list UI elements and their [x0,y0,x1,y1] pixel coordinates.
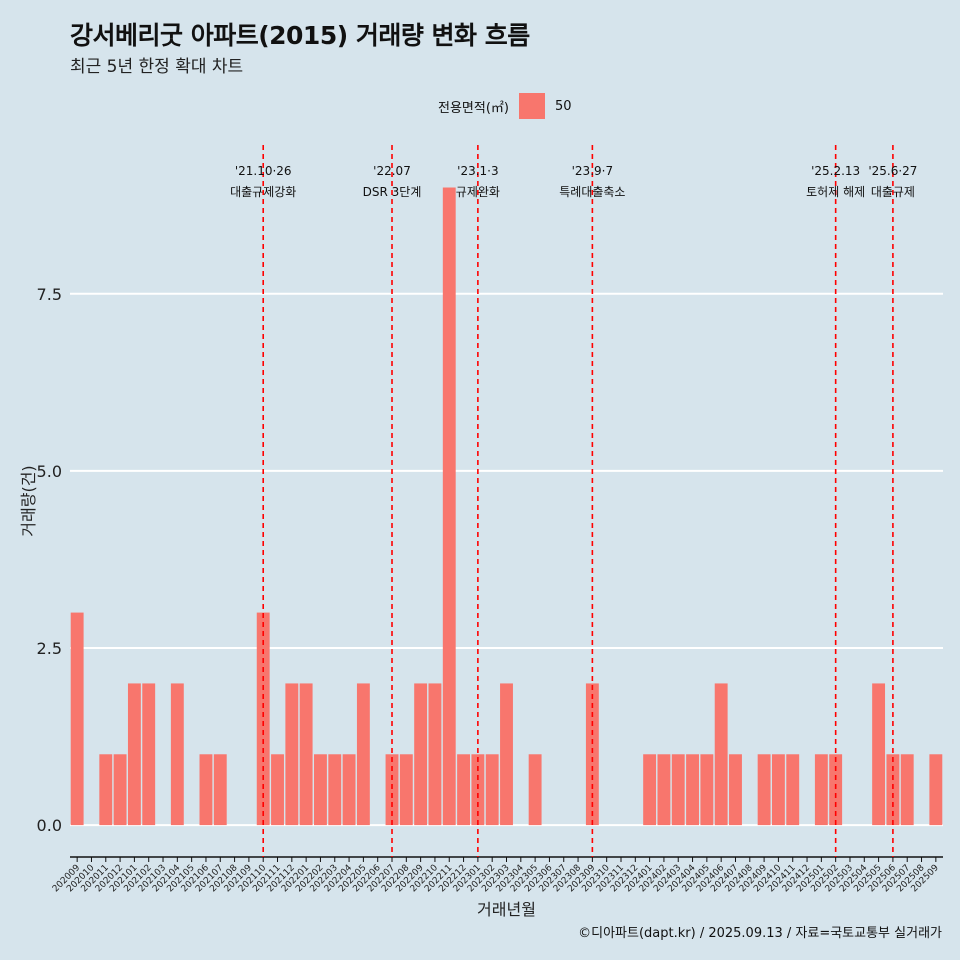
event-date-label: '25.6·27 [868,164,917,178]
event-date-label: '21.10·26 [235,164,292,178]
event-date-label: '25.2.13 [811,164,860,178]
legend-title: 전용면적(㎡) [438,100,509,116]
bar [299,683,313,826]
bar [457,754,471,826]
bar [414,683,428,826]
bar [99,754,113,826]
bar [643,754,657,826]
bar [256,612,270,826]
bar [700,754,714,826]
y-tick-label: 5.0 [37,462,62,481]
bar [385,754,399,826]
event-name-label: 특례대출축소 [559,185,625,199]
y-axis-title: 거래량(건) [19,465,38,536]
bar [686,754,699,826]
y-tick-label: 7.5 [37,285,62,304]
bar [585,683,599,826]
bar [872,683,886,826]
bar [829,754,843,826]
bar [199,754,213,826]
bar [757,754,771,826]
bar [528,754,542,826]
bar [170,683,184,826]
bar [342,754,356,826]
bar [271,754,284,826]
bar [500,683,513,826]
bar [285,683,299,826]
event-name-label: 토허제 해제 [806,185,865,199]
bar [657,754,671,826]
bar [356,683,370,826]
bar [70,612,84,826]
bar [213,754,227,826]
bar [814,754,828,826]
bar [127,683,141,826]
x-axis-title: 거래년월 [477,900,536,919]
bar [900,754,914,826]
bar [886,754,900,826]
bar [142,683,156,826]
bar [442,187,456,826]
legend: 전용면적(㎡) 50 [438,93,572,119]
bar [113,754,127,826]
bar [485,754,499,826]
event-date-label: '23.1·3 [457,164,498,178]
bar [714,683,728,826]
caption: ©디아파트(dapt.kr) / 2025.09.13 / 자료=국토교통부 실… [578,926,942,941]
bar [428,683,442,826]
bar [471,754,485,826]
bar [929,754,943,826]
event-date-label: '23.9·7 [572,164,613,178]
y-tick-label: 2.5 [37,639,62,658]
chart-subtitle: 최근 5년 한정 확대 차트 [70,57,244,77]
y-tick-label: 0.0 [37,816,62,835]
bar [314,754,327,826]
event-name-label: 대출규제 [871,185,915,199]
chart-title: 강서베리굿 아파트(2015) 거래량 변화 흐름 [70,21,530,50]
bar [328,754,342,826]
bar [399,754,413,826]
bar [671,754,685,826]
bar [786,754,800,826]
legend-item-label: 50 [554,98,572,114]
event-name-label: DSR 3단계 [363,185,422,199]
bar [771,754,785,826]
legend-swatch [518,93,545,119]
event-name-label: 규제완화 [456,185,500,199]
event-name-label: 대출규제강화 [230,185,296,199]
event-date-label: '22.07 [373,164,411,178]
bar [729,754,742,826]
